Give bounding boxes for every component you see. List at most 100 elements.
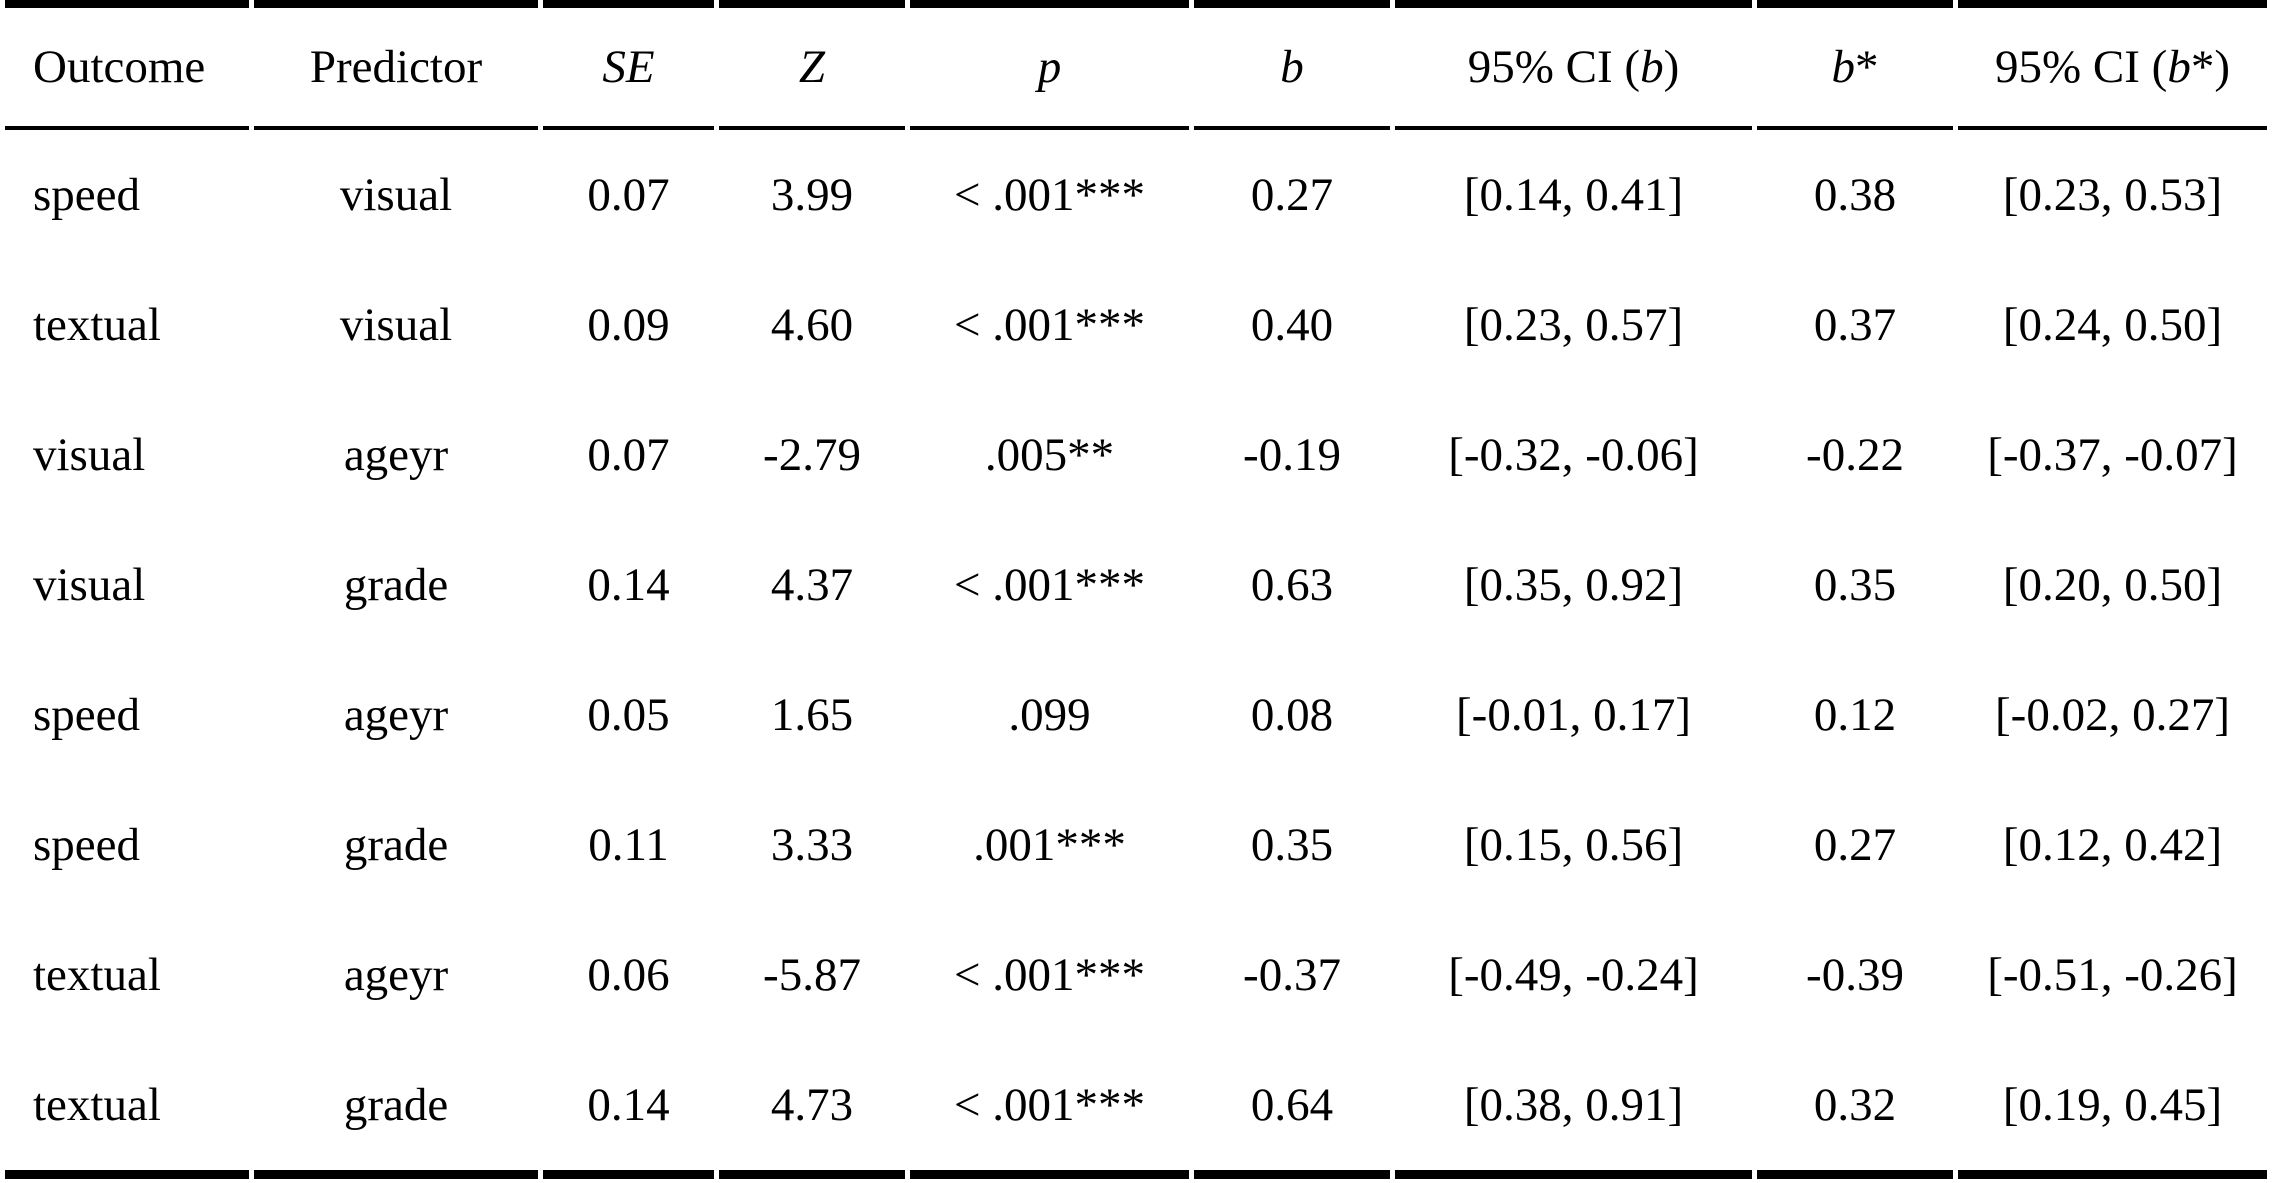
cell-se: 0.05 [587, 689, 670, 741]
header-label-part: * [1855, 41, 1879, 93]
cell-outcome: speed [33, 689, 141, 741]
cell-ci-b: [-0.01, 0.17] [1456, 689, 1691, 741]
cell-b: 0.64 [1194, 1040, 1390, 1179]
cell-z: 4.73 [719, 1040, 905, 1179]
cell-predictor: visual [339, 299, 453, 351]
cell-z: 1.65 [770, 689, 854, 741]
cell-se: 0.07 [587, 429, 670, 481]
header-label-part: Z [798, 41, 826, 93]
cell-ci-b: [0.15, 0.56] [1463, 819, 1684, 871]
column-header-outcome: Outcome [5, 0, 249, 130]
cell-ci-b-star: [-0.51, -0.26] [1987, 949, 2238, 1001]
cell-ci-b-star: [0.23, 0.53] [2002, 169, 2223, 221]
cell-ci-b: [-0.49, -0.24] [1448, 949, 1699, 1001]
cell-b-star: 0.27 [1813, 819, 1897, 871]
table-row: speed ageyr 0.05 1.65 .099 0.08 [-0.01, 0.17] 0… [5, 650, 2267, 780]
cell-se: 0.14 [587, 559, 670, 611]
cell-ci-b: [0.23, 0.57] [1463, 299, 1684, 351]
column-header-ci-b-star: 95% CI (b*) [1958, 0, 2267, 130]
cell-b: 0.27 [1250, 169, 1334, 221]
cell-z: -2.79 [763, 429, 861, 481]
header-label-part: ) [1663, 41, 1680, 93]
cell-b-star: -0.22 [1806, 429, 1904, 481]
cell-outcome: speed [33, 169, 141, 221]
cell-outcome: textual [33, 949, 161, 1001]
cell-se: 0.09 [587, 299, 670, 351]
table-row: speed grade 0.11 3.33 .001*** 0.35 [0.15, 0.56… [5, 780, 2267, 910]
column-header-ci-b: 95% CI (b) [1395, 0, 1752, 130]
cell-ci-b: [-0.32, -0.06] [1448, 429, 1699, 481]
table-row: visual ageyr 0.07 -2.79 .005** -0.19 [-0.32, -… [5, 390, 2267, 520]
cell-outcome: visual [33, 559, 146, 611]
header-label-part: b [1280, 41, 1304, 93]
column-header-predictor: Predictor [254, 0, 538, 130]
table-body: speed visual 0.07 3.99 < .001*** 0.27 [0.14, 0… [5, 130, 2267, 1179]
cell-b-star: 0.12 [1813, 689, 1897, 741]
column-header-se: SE [543, 0, 714, 130]
cell-ci-b-star: [-0.02, 0.27] [1995, 689, 2230, 741]
cell-z: 3.99 [770, 169, 854, 221]
table-row: textual ageyr 0.06 -5.87 < .001*** -0.37 [-0.4… [5, 910, 2267, 1040]
cell-ci-b: [0.14, 0.41] [1463, 169, 1684, 221]
table-row: textual visual 0.09 4.60 < .001*** 0.40 [0.23,… [5, 260, 2267, 390]
header-label-part: 95% CI ( [1467, 41, 1641, 93]
cell-p: .099 [1008, 689, 1091, 741]
cell-z: 3.33 [770, 819, 854, 871]
cell-ci-b-star: [-0.37, -0.07] [1987, 429, 2238, 481]
cell-b: 0.63 [1250, 559, 1334, 611]
cell-predictor: ageyr [343, 429, 449, 481]
cell-se: 0.11 [588, 819, 669, 871]
header-label-part: 95% CI ( [1995, 41, 2168, 93]
cell-outcome: textual [33, 299, 161, 351]
cell-ci-b: [0.38, 0.91] [1395, 1040, 1752, 1179]
cell-p: < .001*** [953, 169, 1145, 221]
cell-predictor: grade [343, 559, 449, 611]
cell-ci-b-star: [0.12, 0.42] [2002, 819, 2223, 871]
column-header-b-star: b* [1757, 0, 1953, 130]
cell-b: -0.19 [1243, 429, 1341, 481]
cell-predictor: ageyr [343, 689, 449, 741]
cell-se: 0.14 [543, 1040, 714, 1179]
header-label-part: p [1037, 41, 1062, 93]
cell-p: < .001*** [953, 299, 1145, 351]
cell-z: -5.87 [763, 949, 861, 1001]
column-header-b: b [1194, 0, 1390, 130]
header-label-part: SE [602, 41, 655, 93]
cell-se: 0.06 [587, 949, 670, 1001]
table-row: textual grade 0.14 4.73 < .001*** 0.64 [0.38, … [5, 1040, 2267, 1179]
cell-se: 0.07 [587, 169, 670, 221]
column-header-p: p [910, 0, 1189, 130]
header-label-part: b [2167, 41, 2191, 93]
column-header-z: Z [719, 0, 905, 130]
cell-predictor: ageyr [343, 949, 449, 1001]
table-row: visual grade 0.14 4.37 < .001*** 0.63 [0.35, 0… [5, 520, 2267, 650]
header-label-part: *) [2190, 41, 2230, 93]
cell-ci-b: [0.35, 0.92] [1463, 559, 1684, 611]
header-label-part: Outcome [33, 41, 206, 93]
cell-p: < .001*** [953, 949, 1145, 1001]
cell-b: 0.35 [1250, 819, 1334, 871]
table-row: speed visual 0.07 3.99 < .001*** 0.27 [0.14, 0… [5, 130, 2267, 260]
cell-b-star: 0.32 [1757, 1040, 1953, 1179]
cell-b: 0.08 [1250, 689, 1334, 741]
cell-b-star: 0.38 [1813, 169, 1897, 221]
cell-outcome: visual [33, 429, 146, 481]
cell-outcome: speed [33, 819, 141, 871]
cell-predictor: visual [339, 169, 453, 221]
cell-b-star: 0.37 [1813, 299, 1897, 351]
cell-b-star: -0.39 [1806, 949, 1904, 1001]
cell-b: 0.40 [1250, 299, 1334, 351]
cell-b: -0.37 [1243, 949, 1341, 1001]
cell-outcome: textual [5, 1040, 249, 1179]
cell-predictor: grade [343, 819, 449, 871]
cell-predictor: grade [254, 1040, 538, 1179]
cell-b-star: 0.35 [1813, 559, 1897, 611]
cell-ci-b-star: [0.24, 0.50] [2002, 299, 2223, 351]
header-label-part: Predictor [309, 41, 483, 93]
cell-p: .005** [984, 429, 1115, 481]
cell-ci-b-star: [0.20, 0.50] [2002, 559, 2223, 611]
cell-p: .001*** [973, 819, 1126, 871]
header-label-part: b [1640, 41, 1664, 93]
